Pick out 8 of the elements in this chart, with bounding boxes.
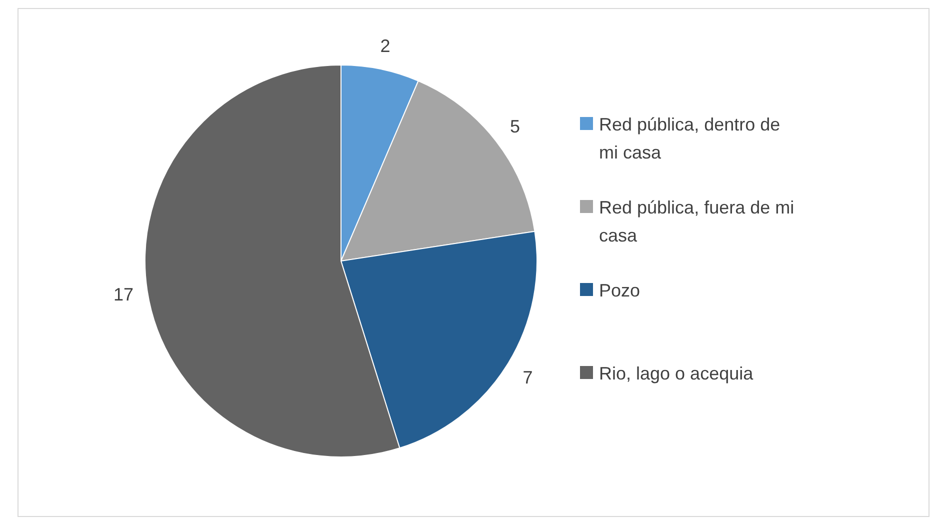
legend-label: Rio, lago o acequia	[599, 363, 754, 384]
data-label: 5	[510, 116, 520, 137]
data-label: 17	[114, 284, 134, 305]
legend-label: Pozo	[599, 280, 640, 300]
legend-label: Red pública, dentro de mi casa	[599, 114, 780, 162]
data-label: 7	[522, 368, 533, 388]
data-label: 2	[380, 36, 390, 56]
legend-label: Red pública, fuera de mi casa	[599, 197, 794, 246]
